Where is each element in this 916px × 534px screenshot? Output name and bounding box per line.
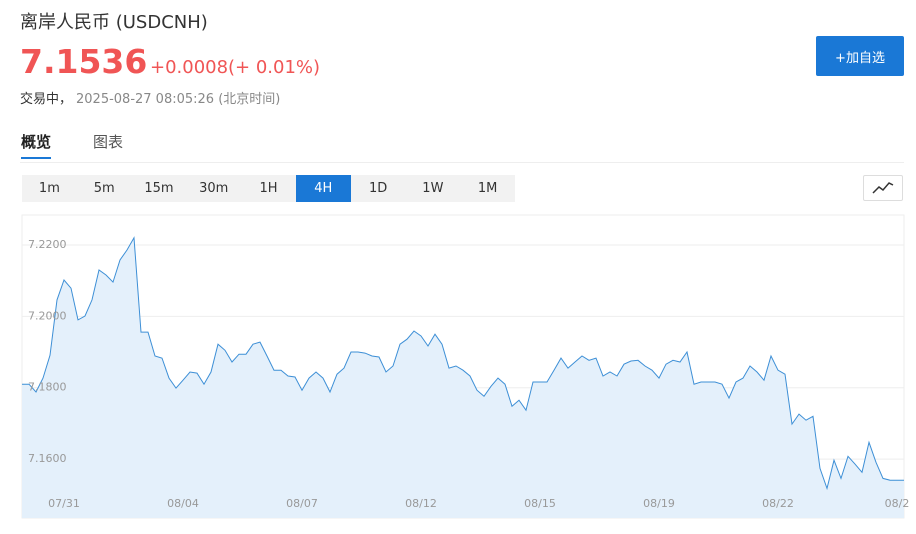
y-tick-label: 7.2000: [28, 309, 67, 322]
x-tick-label: 08/2: [885, 497, 910, 510]
x-tick-label: 08/12: [405, 497, 437, 510]
change: +0.0008: [150, 57, 229, 78]
title: 离岸人民币 (USDCNH): [20, 12, 208, 33]
tab[interactable]: 概览: [21, 131, 52, 159]
interval-button[interactable]: 15m: [144, 181, 174, 196]
line: [22, 236, 904, 491]
add-watchlist[interactable]: +加自选: [816, 36, 904, 76]
y-tick-label: 7.2200: [28, 238, 67, 251]
interval-bar: 1m 5m 15m 30m 1H 4H 1D 1W 1M: [22, 175, 515, 202]
x-tick-label: 08/07: [286, 497, 318, 510]
icon: [872, 182, 894, 194]
interval-button[interactable]: 1W: [422, 181, 444, 196]
x-tick-label: 07/31: [48, 497, 80, 510]
x-tick-label: 08/15: [524, 497, 556, 510]
status: 交易中，: [20, 92, 73, 107]
y-tick-label: 7.1800: [28, 381, 67, 394]
time: 2025-08-27 08:05:26 (北京时间): [76, 92, 281, 107]
interval-button[interactable]: 4H: [295, 175, 351, 202]
separator: [20, 162, 904, 163]
x-tick-label: 08/22: [762, 497, 794, 510]
price: 7.1536: [20, 42, 148, 81]
interval-button[interactable]: 1m: [38, 181, 60, 196]
y-tick-label: 7.1600: [28, 452, 67, 465]
x-tick-label: 08/19: [643, 497, 675, 510]
x-tick-label: 08/04: [167, 497, 199, 510]
interval-button[interactable]: 1M: [477, 181, 498, 196]
interval-button[interactable]: 30m: [199, 181, 229, 196]
interval-button[interactable]: 5m: [93, 181, 115, 196]
interval-button[interactable]: 1H: [259, 181, 278, 196]
interval-button[interactable]: 1D: [368, 181, 388, 196]
tab[interactable]: 图表: [93, 133, 124, 151]
chart-type-button[interactable]: [863, 175, 903, 201]
plot-border: [21, 214, 905, 519]
change-pct: (+ 0.01%): [228, 57, 321, 78]
area: [22, 237, 904, 519]
